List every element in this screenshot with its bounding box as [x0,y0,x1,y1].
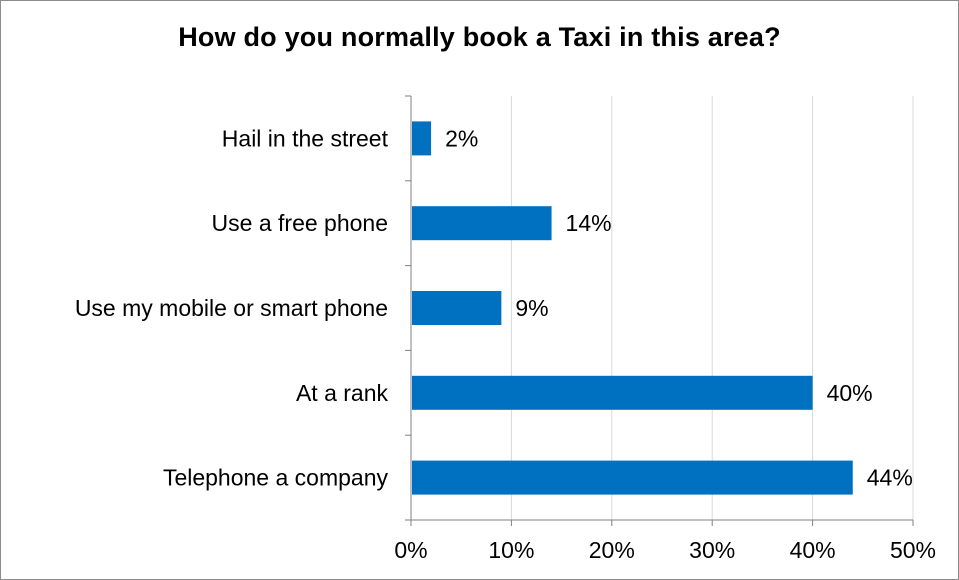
gridlines [510,96,914,520]
category-label: Telephone a company [163,465,389,491]
data-label: 40% [827,380,873,406]
x-tick-label: 50% [890,537,936,563]
category-label: Use my mobile or smart phone [75,295,388,321]
bar [412,375,813,410]
x-tick-label: 40% [790,537,836,563]
category-label: Hail in the street [222,125,389,151]
category-label: At a rank [296,380,389,406]
data-label: 44% [867,465,913,491]
x-tick-label: 30% [689,537,735,563]
labels: 0% 10% 20% 30% 40% 50% Hail in the street Use a… [75,125,936,563]
category-label: Use a free phone [212,210,388,236]
bar [412,206,552,241]
bar [412,460,853,495]
bar [412,291,502,325]
data-label: 9% [515,295,548,321]
bars [412,121,853,495]
bar [412,121,432,156]
x-tick-label: 0% [394,537,427,563]
x-tick-label: 20% [589,537,635,563]
axes [405,95,914,526]
chart-title: How do you normally book a Taxi in this … [178,22,781,52]
x-tick-label: 10% [488,537,534,563]
data-label: 2% [445,125,478,151]
data-label: 14% [566,210,612,236]
